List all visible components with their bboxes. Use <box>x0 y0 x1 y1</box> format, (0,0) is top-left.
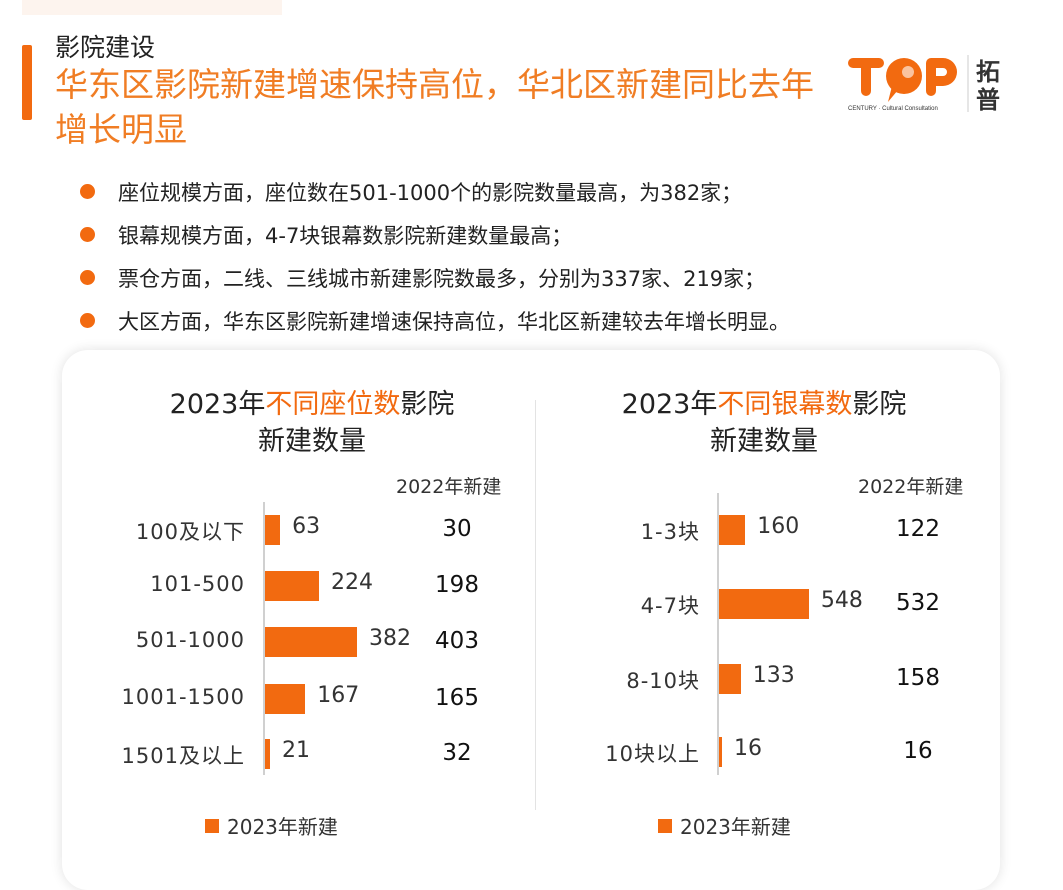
legend-label: 2023年新建 <box>227 815 338 839</box>
bullet-text: 银幕规模方面，4-7块银幕数影院新建数量最高； <box>118 223 573 248</box>
bar-2023 <box>719 589 809 619</box>
value-label-2022: 158 <box>896 665 940 691</box>
bullet-dot-icon <box>80 313 95 328</box>
bar-2023 <box>719 737 722 767</box>
category-label: 4-7块 <box>640 594 700 618</box>
bar-2023 <box>719 515 746 545</box>
bullet-item: 银幕规模方面，4-7块银幕数影院新建数量最高； <box>80 213 790 256</box>
value-label-2023: 167 <box>317 683 360 708</box>
bullet-list: 座位规模方面，座位数在501-1000个的影院数量最高，为382家； 银幕规模方… <box>80 170 790 342</box>
value-label-2023: 224 <box>330 570 373 595</box>
bar-2023 <box>265 627 358 657</box>
chart-title-title-pre: 2023年 <box>621 389 718 420</box>
chart-legend: 2023年新建 <box>205 811 338 840</box>
value-label-2022: 30 <box>442 516 472 542</box>
bullet-text: 票仓方面，二线、三线城市新建影院数最多，分别为337家、219家； <box>118 266 766 291</box>
column-header-2022: 2022年新建 <box>396 476 502 498</box>
bar-2023 <box>265 515 281 545</box>
bar-2023 <box>265 684 306 714</box>
top-logo: CENTURY · Cultural Consultation 拓 普 <box>848 55 1000 114</box>
top-banner-strip <box>22 0 282 15</box>
legend-swatch-icon <box>658 818 672 833</box>
value-label-2022: 16 <box>903 738 933 764</box>
bar-2023 <box>265 571 319 601</box>
bullet-text: 座位规模方面，座位数在501-1000个的影院数量最高，为382家； <box>118 180 743 205</box>
bullet-item: 大区方面，华东区影院新建增速保持高位，华北区新建较去年增长明显。 <box>80 299 790 342</box>
chart-title: 2023年不同座位数影院新建数量 <box>112 386 512 460</box>
chart-title-line2: 新建数量 <box>710 426 818 457</box>
category-label: 1501及以上 <box>121 744 245 768</box>
svg-text:普: 普 <box>976 86 1000 114</box>
value-label-2023: 548 <box>820 588 863 613</box>
value-label-2023: 160 <box>757 514 800 539</box>
value-label-2023: 382 <box>369 626 412 651</box>
value-label-2022: 198 <box>435 572 479 598</box>
value-label-2022: 32 <box>442 740 472 766</box>
section-title: 影院建设 <box>55 33 156 62</box>
value-label-2022: 532 <box>896 590 940 616</box>
y-axis-line <box>263 502 265 775</box>
bar-2023 <box>719 664 741 694</box>
value-label-2023: 63 <box>292 514 321 539</box>
column-header-2022: 2022年新建 <box>858 476 964 498</box>
category-label: 8-10块 <box>626 669 700 693</box>
chart-title-title-pre: 2023年 <box>169 389 266 420</box>
category-label: 101-500 <box>150 572 245 596</box>
chart-title-title-post: 影院 <box>852 389 907 420</box>
bar-2023 <box>265 739 271 769</box>
value-label-2022: 403 <box>435 628 479 654</box>
value-label-2022: 122 <box>896 516 940 542</box>
category-label: 501-1000 <box>135 628 245 652</box>
y-axis-line <box>717 493 719 775</box>
bullet-item: 票仓方面，二线、三线城市新建影院数最多，分别为337家、219家； <box>80 256 790 299</box>
bullet-text: 大区方面，华东区影院新建增速保持高位，华北区新建较去年增长明显。 <box>118 309 790 334</box>
category-label: 10块以上 <box>605 742 700 766</box>
chart-title-title-post: 影院 <box>400 389 455 420</box>
accent-bar <box>22 45 32 120</box>
svg-text:CENTURY · Cultural Consultatio: CENTURY · Cultural Consultation <box>848 106 938 112</box>
value-label-2023: 21 <box>282 738 311 763</box>
bullet-dot-icon <box>80 227 95 242</box>
chart-divider <box>535 400 536 810</box>
category-label: 1-3块 <box>640 520 700 544</box>
category-label: 1001-1500 <box>121 685 245 709</box>
bullet-dot-icon <box>80 270 95 285</box>
chart-card <box>62 350 1000 890</box>
chart-title-line2: 新建数量 <box>258 426 366 457</box>
value-label-2023: 133 <box>752 663 795 688</box>
value-label-2022: 165 <box>435 685 479 711</box>
value-label-2023: 16 <box>734 736 762 761</box>
legend-label: 2023年新建 <box>680 815 791 839</box>
bullet-item: 座位规模方面，座位数在501-1000个的影院数量最高，为382家； <box>80 170 790 213</box>
headline: 华东区影院新建增速保持高位，华北区新建同比去年增长明显 <box>55 65 814 149</box>
bullet-dot-icon <box>80 184 95 199</box>
chart-title-title-hl: 不同银幕数 <box>717 389 853 420</box>
chart-title: 2023年不同银幕数影院新建数量 <box>564 386 964 460</box>
chart-title-title-hl: 不同座位数 <box>265 389 401 420</box>
svg-text:拓: 拓 <box>976 58 1000 86</box>
legend-swatch-icon <box>205 818 219 833</box>
chart-legend: 2023年新建 <box>658 811 791 840</box>
category-label: 100及以下 <box>135 520 245 544</box>
